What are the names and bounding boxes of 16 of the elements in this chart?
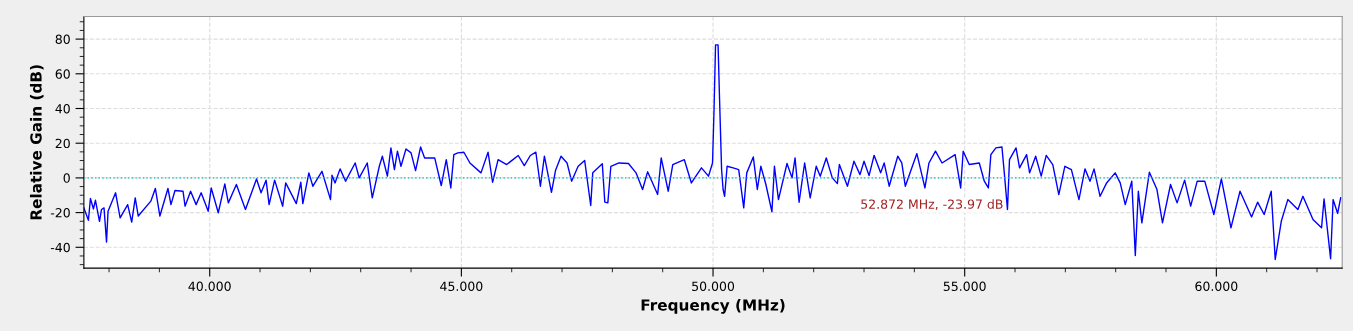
y-axis-title: Relative Gain (dB): [29, 65, 44, 220]
y-tick-label: 80: [55, 34, 70, 45]
y-tick-label: 0: [63, 173, 70, 183]
line-series: [83, 44, 1342, 261]
y-tick-label: 20: [55, 138, 70, 149]
y-tick-label: 40: [55, 103, 70, 114]
x-tick-label: 50.000: [692, 281, 735, 291]
x-tick-label: 40.000: [188, 281, 231, 291]
x-tick-label: 60.000: [1195, 281, 1238, 291]
x-axis-title: Frequency (MHz): [641, 298, 785, 314]
y-tick-label: -40: [50, 242, 70, 253]
x-tick-label: 45.000: [440, 281, 483, 291]
annotation: 52.872 MHz, -23.97 dB: [861, 199, 1003, 211]
y-tick-label: -20: [50, 208, 70, 218]
y-tick-label: 60: [55, 69, 70, 79]
x-tick-label: 55.000: [943, 281, 986, 291]
